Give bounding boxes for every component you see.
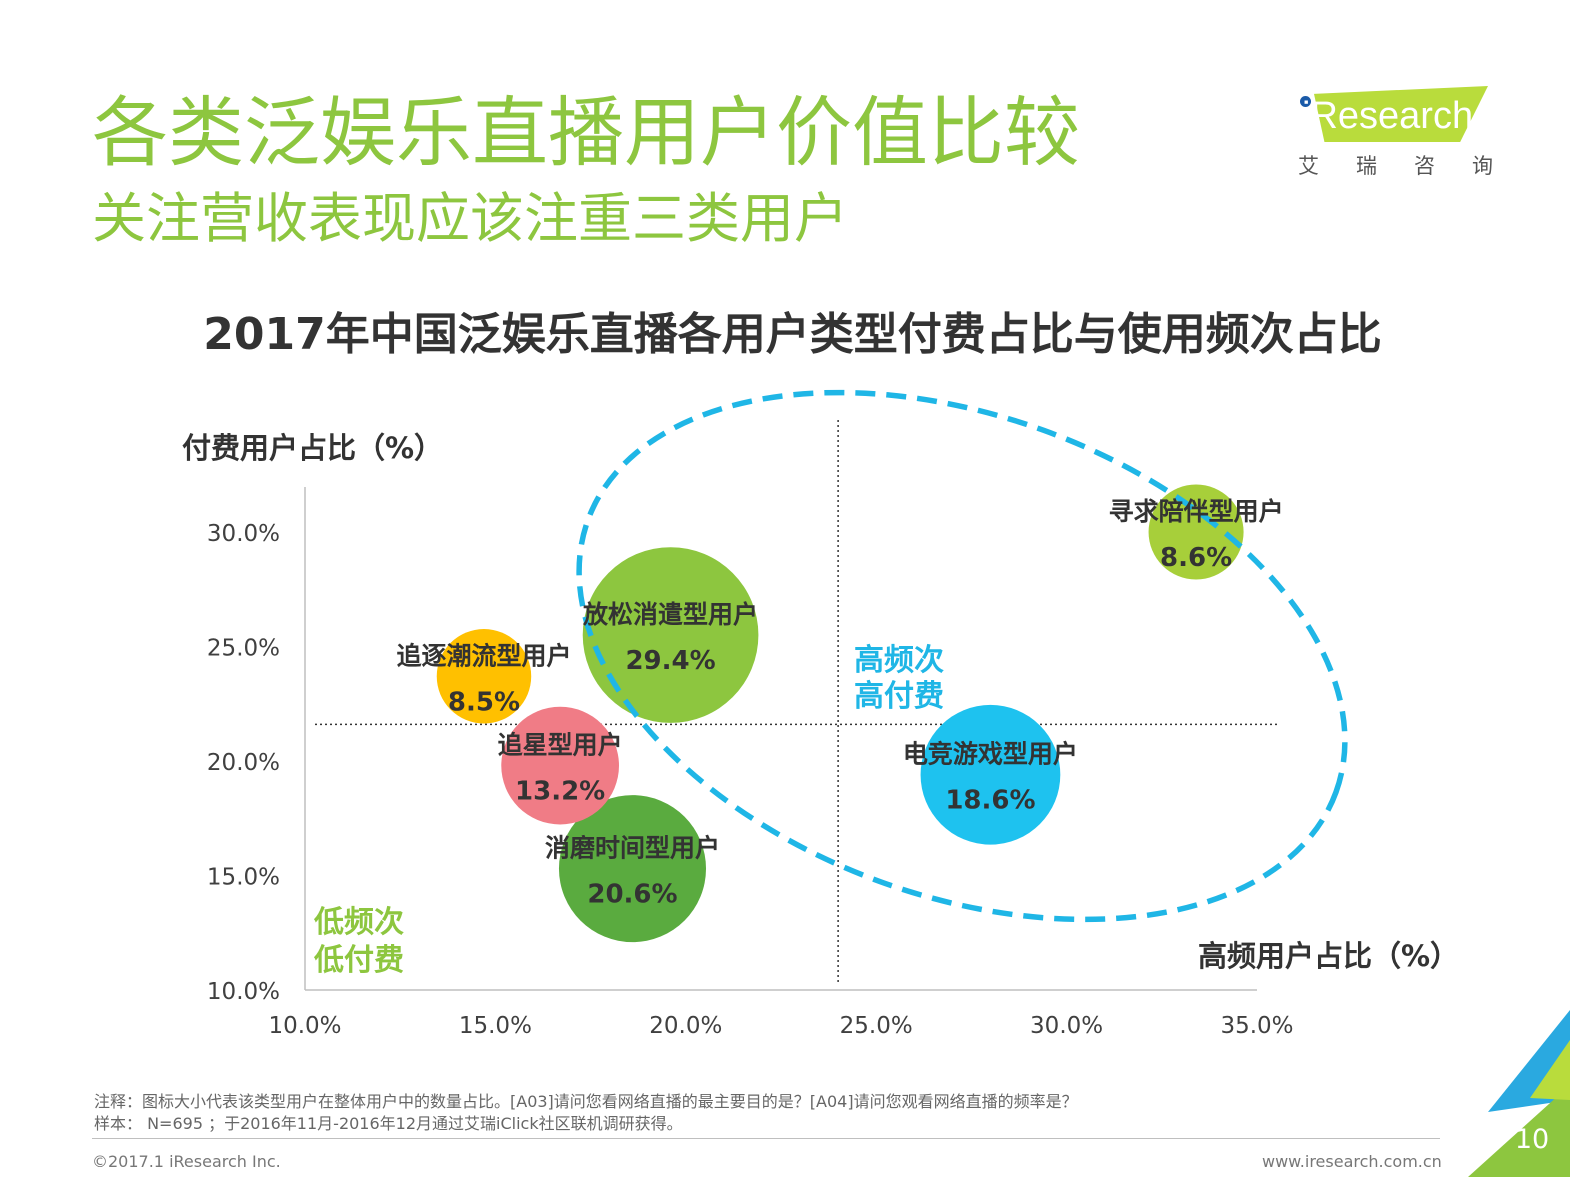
bubble-value-label: 13.2% — [515, 777, 605, 807]
x-tick-label: 35.0% — [1220, 1013, 1293, 1039]
bubble-name-label: 电竞游戏型用户 — [903, 740, 1078, 769]
bubble-point — [1148, 484, 1244, 580]
footer-divider — [92, 1138, 1440, 1139]
quadrant-annotation: 低付费 — [313, 943, 404, 978]
bubble-point — [558, 795, 707, 943]
bubble-point — [920, 704, 1061, 845]
bubble-value-label: 29.4% — [625, 646, 715, 676]
bubble-name-label: 寻求陪伴型用户 — [1109, 497, 1284, 526]
bubble-name-label: 消磨时间型用户 — [545, 834, 720, 863]
y-axis-title: 付费用户占比（%） — [182, 431, 443, 465]
highlight-ellipse — [576, 389, 1348, 923]
page-number: 10 — [1514, 1124, 1550, 1155]
x-axis-title: 高频用户占比（%） — [1198, 939, 1459, 973]
x-tick-label: 25.0% — [840, 1013, 913, 1039]
bubble-name-label: 放松消遣型用户 — [582, 600, 758, 629]
logo-dot — [1300, 96, 1311, 107]
bubble-name-label: 追逐潮流型用户 — [396, 641, 571, 670]
x-tick-label: 10.0% — [268, 1013, 341, 1039]
bubble-value-label: 8.6% — [1160, 543, 1232, 573]
chart-note: 注释：图标大小代表该类型用户在整体用户中的数量占比。[A03]请问您看网络直播的… — [94, 1092, 1078, 1111]
bubble-point — [436, 629, 532, 724]
footer-website: www.iresearch.com.cn — [1262, 1152, 1442, 1171]
bubble-value-label: 8.5% — [448, 687, 520, 717]
logo-brand-text: iResearch — [1302, 95, 1474, 137]
bubble-value-label: 18.6% — [945, 786, 1035, 816]
bubble-value-label: 20.6% — [587, 880, 677, 910]
chart-title: 2017年中国泛娱乐直播各用户类型付费占比与使用频次占比 — [203, 309, 1382, 360]
bubble-point — [582, 547, 759, 723]
quadrant-annotation: 低频次 — [313, 905, 404, 940]
logo-chinese-text: 艾瑞咨询 — [1298, 154, 1530, 178]
footer-copyright: ©2017.1 iResearch Inc. — [92, 1152, 281, 1171]
y-tick-label: 30.0% — [207, 521, 280, 547]
x-tick-label: 20.0% — [649, 1013, 722, 1039]
page-subtitle: 关注营收表现应该注重三类用户 — [92, 187, 848, 250]
quadrant-annotation: 高频次 — [854, 643, 944, 678]
y-tick-label: 15.0% — [207, 865, 280, 891]
page-title: 各类泛娱乐直播用户价值比较 — [92, 88, 1080, 177]
logo-flag-shape — [1314, 86, 1488, 142]
y-tick-label: 10.0% — [207, 979, 280, 1005]
x-tick-label: 30.0% — [1030, 1013, 1103, 1039]
iresearch-logo: iResearch 艾瑞咨询 — [1296, 84, 1530, 180]
x-tick-label: 15.0% — [459, 1013, 532, 1039]
y-tick-label: 20.0% — [207, 750, 280, 776]
y-tick-label: 25.0% — [207, 636, 280, 662]
quadrant-annotation: 高付费 — [854, 679, 944, 714]
bubble-point — [501, 706, 619, 825]
chart-sample-note: 样本： N=695 ；于2016年11月-2016年12月通过艾瑞iClick社… — [94, 1114, 683, 1133]
bubble-name-label: 追星型用户 — [498, 731, 623, 760]
